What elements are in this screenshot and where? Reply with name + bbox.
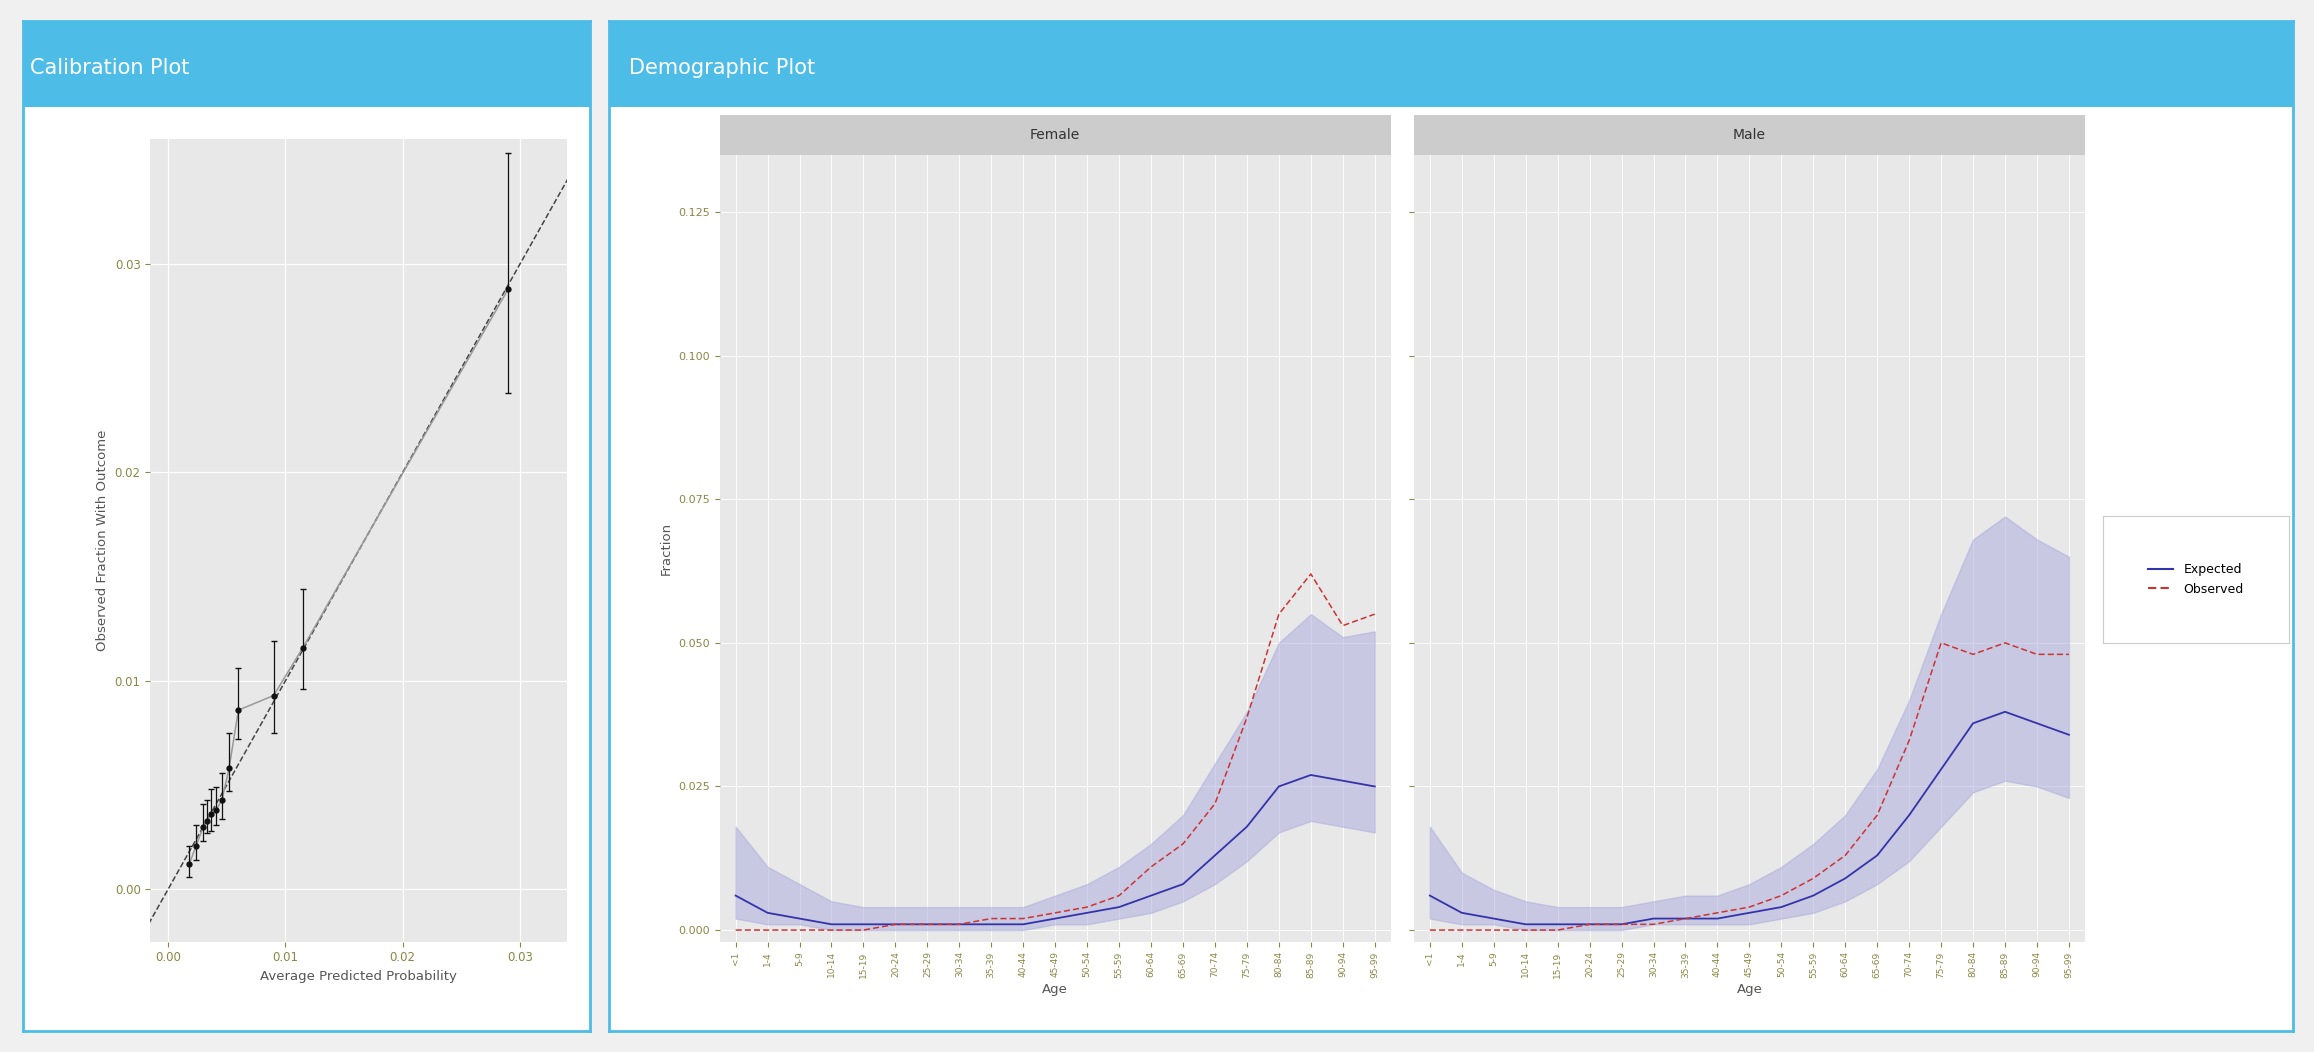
Legend: Expected, Observed: Expected, Observed <box>2143 557 2249 602</box>
Text: Calibration Plot: Calibration Plot <box>30 59 190 79</box>
Legend: Expected, Observed: Expected, Observed <box>2150 495 2254 538</box>
Y-axis label: Observed Fraction With Outcome: Observed Fraction With Outcome <box>97 429 109 651</box>
Text: Demographic Plot: Demographic Plot <box>629 59 815 79</box>
X-axis label: Age: Age <box>1041 983 1069 996</box>
Text: Female: Female <box>1030 127 1081 142</box>
Text: Male: Male <box>1733 127 1766 142</box>
X-axis label: Age: Age <box>1736 983 1763 996</box>
X-axis label: Average Predicted Probability: Average Predicted Probability <box>259 970 458 983</box>
Y-axis label: Fraction: Fraction <box>659 522 673 574</box>
